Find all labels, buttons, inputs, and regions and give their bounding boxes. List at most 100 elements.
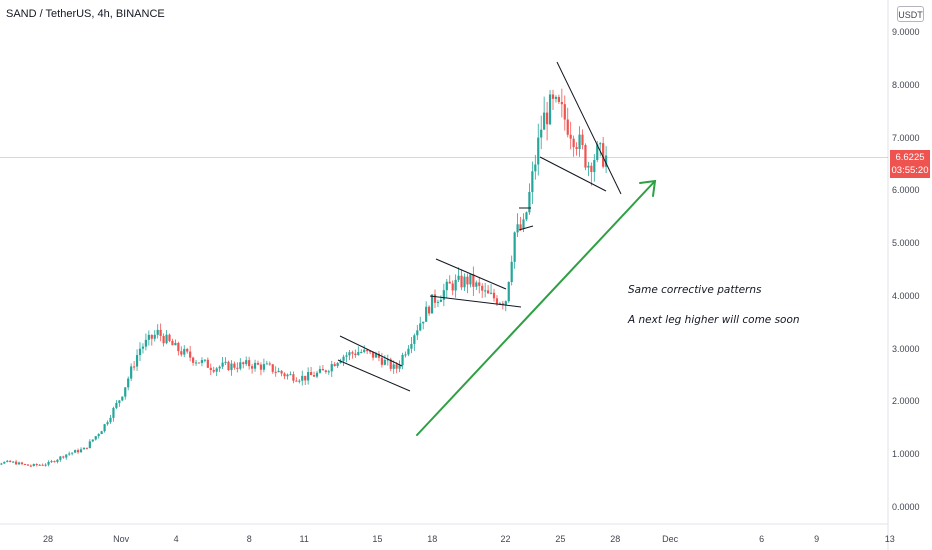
candle-body	[292, 374, 295, 381]
candle-body	[369, 351, 372, 353]
time-axis-label: 8	[246, 534, 252, 544]
currency-button[interactable]: USDT	[897, 6, 924, 22]
pattern-3-lower-line[interactable]	[518, 225, 534, 231]
pattern-1-lower-line[interactable]	[337, 359, 411, 392]
pattern-2-upper-line[interactable]	[435, 258, 507, 290]
candle-body	[165, 334, 168, 344]
candle-body	[448, 281, 451, 284]
candle-body	[578, 134, 581, 149]
candle-body	[197, 362, 201, 364]
time-axis-label: 28	[610, 534, 621, 544]
candle-body	[342, 356, 345, 361]
price-axis-label: 1.0000	[892, 449, 920, 460]
candle-body	[200, 360, 204, 363]
candle-body	[88, 441, 91, 449]
candle-body	[348, 352, 351, 356]
candle-body	[103, 424, 106, 432]
candle-body	[469, 274, 472, 285]
pattern-4-upper-line[interactable]	[556, 61, 622, 195]
candle-body	[124, 387, 127, 397]
candle-body	[82, 447, 86, 450]
candle-body	[112, 407, 115, 418]
time-axis-label: 22	[500, 534, 511, 544]
candle-body	[209, 367, 212, 370]
candle-body	[336, 362, 339, 367]
candle-body	[481, 285, 484, 291]
trend-arrow[interactable]	[416, 179, 657, 436]
candle-body	[345, 355, 348, 357]
candle-body	[23, 463, 27, 465]
candle-body	[12, 461, 15, 463]
candle-body	[97, 434, 100, 437]
candle-body	[537, 137, 540, 165]
candle-body	[484, 290, 487, 292]
candle-body	[489, 292, 493, 294]
annotation-next-leg[interactable]: A next leg higher will come soon	[628, 314, 800, 326]
candle-body	[100, 431, 103, 435]
price-axis-label: 9.0000	[892, 27, 920, 37]
candle-body	[516, 224, 519, 233]
candle-body	[271, 364, 274, 372]
candle-body	[20, 462, 24, 464]
candle-body	[274, 371, 277, 373]
candle-body	[79, 449, 83, 453]
candle-body	[47, 462, 50, 465]
candle-body	[62, 456, 65, 458]
candle-body	[180, 351, 183, 355]
candle-body	[41, 464, 44, 466]
last-price-tag: 6.6225 03:55:20	[890, 150, 930, 179]
candle-body	[460, 275, 463, 288]
candle-body	[475, 282, 478, 287]
candle-body	[135, 355, 139, 367]
candle-body	[17, 462, 21, 465]
last-price-value: 6.6225	[895, 152, 925, 164]
candle-body	[354, 353, 357, 356]
candle-body	[177, 342, 180, 352]
time-axis-label: 18	[427, 534, 438, 544]
candle-body	[395, 364, 398, 369]
candle-body	[0, 463, 3, 465]
candle-body	[310, 372, 313, 376]
candle-body	[466, 276, 469, 285]
candle-body	[554, 96, 558, 99]
pattern-1-upper-line[interactable]	[339, 335, 403, 367]
candle-body	[566, 119, 569, 135]
candle-body	[133, 366, 136, 368]
candle-body	[569, 134, 572, 139]
candle-body	[321, 368, 324, 371]
candle-body	[445, 281, 448, 291]
candle-body	[463, 276, 466, 288]
candle-body	[389, 359, 392, 369]
candle-body	[501, 303, 504, 306]
pattern-2-lower-line[interactable]	[429, 295, 522, 308]
candle-body	[572, 138, 575, 148]
annotation-patterns[interactable]: Same corrective patterns	[628, 284, 762, 296]
candle-body	[156, 329, 159, 335]
candle-body	[71, 452, 74, 454]
candle-body	[522, 219, 525, 230]
candle-body	[253, 362, 257, 369]
candle-body	[430, 294, 434, 314]
candle-body	[9, 460, 12, 463]
candle-body	[428, 306, 431, 314]
candle-body	[383, 359, 386, 365]
candle-body	[206, 359, 209, 368]
candle-body	[366, 349, 369, 352]
candle-body	[433, 294, 437, 303]
candle-body	[528, 191, 531, 213]
candle-body	[442, 290, 445, 300]
candle-body	[380, 357, 383, 365]
candle-body	[174, 342, 177, 346]
candle-body	[106, 422, 109, 425]
candle-body	[251, 366, 254, 369]
candle-body	[256, 362, 260, 365]
pattern-4-lower-line[interactable]	[539, 156, 607, 192]
candle-body	[363, 349, 366, 352]
candle-body	[419, 323, 422, 331]
candle-body	[94, 436, 97, 440]
candle-body	[233, 363, 236, 368]
candle-body	[531, 171, 534, 192]
candle-body	[141, 346, 145, 349]
candle-body	[138, 348, 142, 356]
